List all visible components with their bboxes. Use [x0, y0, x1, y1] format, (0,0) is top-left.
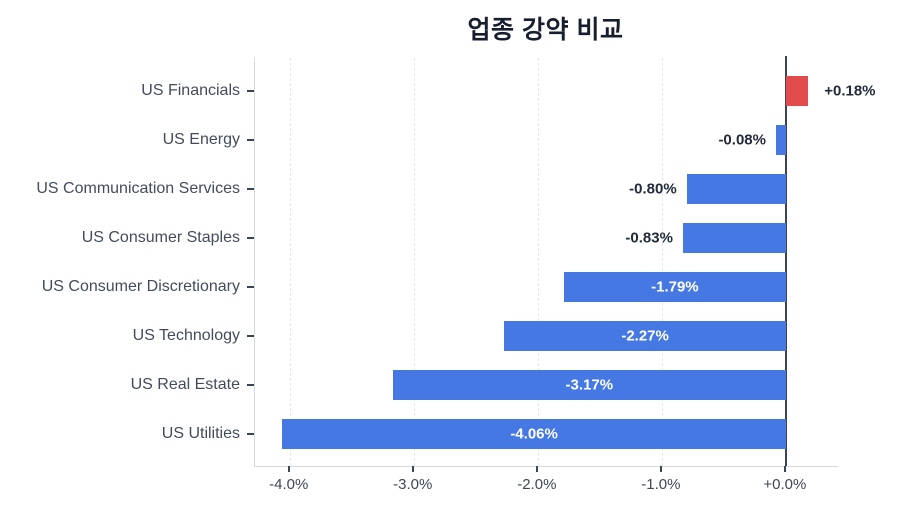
- bar-us-consumer-discretionary: [563, 271, 786, 302]
- y-tick-mark: [247, 285, 254, 288]
- bar-us-energy: [775, 124, 786, 155]
- bar-row-us-consumer-staples: -0.83%: [247, 213, 838, 262]
- x-tick-mark--1.0%: [659, 466, 662, 472]
- bar-row-us-energy: -0.08%: [247, 115, 838, 164]
- bar-row-us-financials: +0.18%: [247, 66, 876, 115]
- category-label-us-communication-services: US Communication Services: [36, 179, 240, 197]
- category-label-us-technology: US Technology: [132, 326, 240, 344]
- y-tick-mark: [247, 138, 254, 141]
- value-label-us-communication-services: -0.80%: [629, 180, 677, 197]
- category-label-us-financials: US Financials: [141, 81, 240, 99]
- bar-us-technology: [504, 320, 786, 351]
- bar-us-real-estate: [392, 369, 786, 400]
- y-axis-category-labels: US Financials US Energy US Communication S…: [0, 66, 240, 458]
- x-tick-mark--2.0%: [535, 466, 538, 472]
- bar-row-us-communication-services: -0.80%: [247, 164, 838, 213]
- bar-us-utilities: [282, 418, 786, 449]
- x-tick-label-+0.0%: +0.0%: [763, 476, 807, 493]
- y-tick-mark: [247, 89, 254, 92]
- bar-us-communication-services: [686, 173, 786, 204]
- x-axis: -4.0% -3.0% -2.0% -1.0% +0.0%: [254, 466, 837, 506]
- value-label-us-energy: -0.08%: [718, 131, 766, 148]
- x-tick-mark--4.0%: [287, 466, 290, 472]
- bar-row-us-real-estate: -3.17%: [247, 360, 838, 409]
- bar-row-us-consumer-discretionary: -1.79%: [247, 262, 838, 311]
- plot-area: +0.18% -0.08% -0.80% -0.83% -1.79% -2.27% -3.1…: [247, 56, 876, 467]
- value-label-us-consumer-discretionary: -1.79%: [651, 278, 699, 295]
- bar-row-us-technology: -2.27%: [247, 311, 838, 360]
- gridline--2: [537, 58, 539, 466]
- gridline--4: [289, 58, 291, 466]
- value-label-us-financials: +0.18%: [824, 82, 876, 99]
- value-label-us-technology: -2.27%: [621, 327, 669, 344]
- chart-title: 업종 강약 비교: [467, 16, 624, 44]
- x-tick-label--4.0%: -4.0%: [269, 476, 309, 493]
- x-tick-mark-+0.0%: [783, 466, 786, 472]
- value-label-us-real-estate: -3.17%: [565, 376, 614, 393]
- category-label-us-consumer-staples: US Consumer Staples: [81, 228, 240, 246]
- category-label-us-consumer-discretionary: US Consumer Discretionary: [41, 277, 240, 295]
- category-label-us-energy: US Energy: [162, 130, 240, 148]
- zero-baseline: [784, 56, 787, 466]
- value-label-us-utilities: -4.06%: [510, 425, 558, 442]
- y-tick-mark: [247, 383, 254, 386]
- category-label-us-real-estate: US Real Estate: [130, 375, 240, 393]
- gridline--3: [413, 58, 415, 466]
- bar-us-consumer-staples: [682, 222, 786, 253]
- bar-us-financials: [785, 75, 809, 106]
- x-tick-label--1.0%: -1.0%: [641, 476, 681, 493]
- category-label-us-utilities: US Utilities: [161, 424, 240, 442]
- bar-rows: +0.18% -0.08% -0.80% -0.83% -1.79% -2.27% -3.1…: [247, 58, 876, 466]
- bar-row-us-utilities: -4.06%: [247, 409, 838, 458]
- y-tick-mark: [247, 432, 254, 435]
- x-tick-label--3.0%: -3.0%: [393, 476, 433, 493]
- y-tick-mark: [247, 236, 254, 239]
- y-tick-mark: [247, 187, 254, 190]
- x-tick-label--2.0%: -2.0%: [517, 476, 557, 493]
- x-tick-mark--3.0%: [411, 466, 414, 472]
- y-tick-mark: [247, 334, 254, 337]
- value-label-us-consumer-staples: -0.83%: [625, 229, 673, 246]
- gridline--1: [661, 58, 663, 466]
